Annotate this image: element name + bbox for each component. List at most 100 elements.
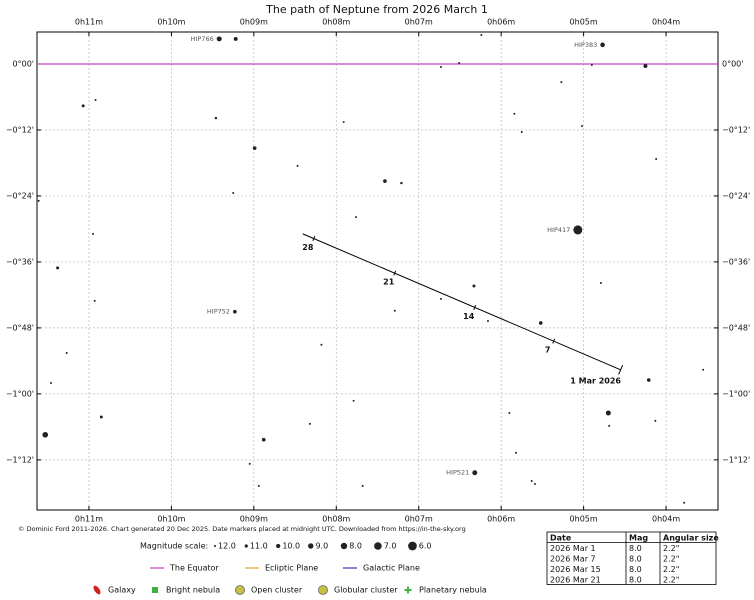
magnitude-dot [374,542,382,550]
y-tick-label: −1°12' [6,455,34,464]
table-cell: 2.2" [663,565,679,574]
star [50,382,53,384]
star [400,181,403,185]
legend-label: Bright nebula [166,586,220,595]
star [232,191,235,194]
magnitude-dot [340,542,348,550]
x-tick-label: 0h07m [405,18,433,27]
plot-frame [36,31,719,511]
star [513,112,516,115]
magnitude-dot [213,544,217,548]
date-marker [473,304,477,310]
magnitude-label: 11.0 [250,542,268,551]
legend-symbol [404,586,412,594]
x-tick-label: 0h04m [652,18,680,27]
legend-label: Galaxy [108,586,136,595]
star [600,42,605,48]
magnitude-label: 6.0 [419,542,432,551]
legend-label: Open cluster [251,586,303,595]
legend-label: Globular cluster [334,586,398,595]
table-cell: 2.2" [663,575,679,584]
x-tick-label: 0h09m [240,18,268,27]
x-tick-label: 0h11m [75,515,103,524]
star [605,410,611,416]
star [458,62,461,65]
table-cell: 2.2" [663,554,679,563]
star [99,415,103,419]
x-tick-label: 0h08m [322,515,350,524]
star [520,130,523,133]
table-header: Angular size [663,533,719,542]
star [439,65,442,68]
star [486,319,489,322]
star [608,424,611,427]
y-tick-label: 0°00' [722,59,743,68]
magnitude-dot [408,541,417,551]
table-cell: 8.0 [629,554,642,563]
star [320,343,323,346]
date-label: 14 [463,312,475,321]
star [383,179,387,183]
star [643,63,648,68]
star [352,399,355,402]
date-label: 7 [545,346,551,355]
star [573,225,583,235]
star [654,419,657,422]
date-marker [618,365,624,375]
star [355,216,358,219]
magnitude-label: 7.0 [384,542,397,551]
date-label: 1 Mar 2026 [570,376,621,385]
x-tick-label: 0h04m [652,515,680,524]
date-marker [393,270,397,276]
y-tick-label: −1°12' [722,455,750,464]
y-tick-label: −0°12' [6,125,34,134]
chart-title: The path of Neptune from 2026 March 1 [265,3,488,16]
star [560,81,563,84]
legend-label: Planetary nebula [419,586,487,595]
star [65,351,68,354]
star [599,282,602,285]
star [590,63,593,66]
star-label: HIP417 [547,226,570,234]
y-tick-label: −0°48' [6,323,34,332]
date-label: 28 [302,243,314,252]
star [480,33,483,36]
star-label: HIP752 [207,308,230,316]
star [214,116,218,120]
y-tick-label: 0°00' [13,59,34,68]
magnitude-label: 12.0 [218,542,236,551]
star [533,482,536,485]
magnitude-title: Magnitude scale: [140,542,208,551]
star [683,501,686,504]
magnitude-label: 8.0 [349,542,362,551]
star [361,484,364,487]
neptune-path [302,233,621,371]
x-tick-label: 0h06m [487,515,515,524]
y-tick-label: −0°24' [722,191,750,200]
x-tick-label: 0h10m [157,515,185,524]
star [308,422,311,425]
star [252,146,257,150]
star-label: HIP521 [446,469,469,477]
legend-symbol [152,587,158,593]
star-label: HIP383 [574,41,597,49]
x-tick-label: 0h05m [570,18,598,27]
star [81,104,85,108]
table-cell: 2026 Mar 1 [550,544,596,553]
y-tick-label: −1°00' [6,389,34,398]
star [439,297,442,300]
star [233,309,237,314]
star [248,462,251,465]
star [296,164,299,167]
y-tick-label: −0°24' [6,191,34,200]
star [94,98,97,101]
x-tick-label: 0h11m [75,18,103,27]
magnitude-label: 10.0 [282,542,300,551]
legend-symbol [93,585,101,595]
star [342,121,345,124]
legend-label: Galactic Plane [363,564,420,573]
star [655,158,658,160]
star [93,299,96,302]
magnitude-dot [244,544,248,548]
